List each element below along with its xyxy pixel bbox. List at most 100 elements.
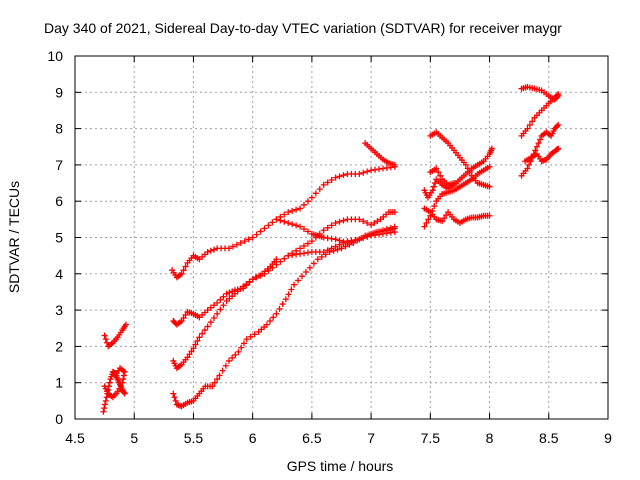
data-point: [102, 336, 109, 343]
data-point: [300, 226, 307, 233]
data-point: [304, 198, 311, 205]
data-point: [253, 231, 260, 238]
data-point: [214, 299, 221, 306]
data-point: [229, 243, 236, 250]
data-point: [192, 341, 199, 348]
data-point: [204, 307, 211, 314]
data-point: [277, 258, 284, 265]
data-point: [554, 123, 561, 130]
data-point: [267, 317, 274, 324]
data-points: [100, 83, 562, 415]
data-point: [114, 388, 121, 395]
data-point: [318, 253, 325, 260]
data-point: [360, 169, 367, 176]
data-point: [112, 372, 119, 379]
data-point: [338, 245, 345, 252]
data-point: [316, 186, 323, 193]
data-point: [433, 165, 440, 172]
x-axis-title: GPS time / hours: [287, 458, 394, 474]
data-point: [486, 183, 493, 190]
series-track-8: [170, 256, 280, 372]
data-point: [391, 223, 398, 230]
data-point: [360, 234, 367, 241]
series-track-11: [427, 129, 493, 190]
series-track-19: [522, 145, 562, 165]
data-point: [437, 172, 444, 179]
data-point: [119, 379, 126, 386]
data-point: [334, 246, 341, 253]
x-tick-label: 5: [130, 430, 138, 446]
data-point: [240, 283, 247, 290]
data-point: [214, 310, 221, 317]
x-tick-label: 8.5: [539, 430, 559, 446]
data-point: [178, 270, 185, 277]
data-point: [533, 143, 540, 150]
data-point: [429, 187, 436, 194]
data-point: [103, 394, 110, 401]
y-tick-label: 8: [55, 121, 63, 137]
data-point: [423, 219, 430, 226]
grid-lines: [75, 56, 608, 419]
data-point: [336, 218, 343, 225]
y-tick-label: 5: [55, 230, 63, 246]
y-tick-label: 10: [47, 48, 63, 64]
y-tick-label: 2: [55, 338, 63, 354]
data-point: [320, 227, 327, 234]
data-point: [188, 348, 195, 355]
data-point: [240, 340, 247, 347]
data-point: [279, 301, 286, 308]
y-tick-label: 4: [55, 266, 63, 282]
data-point: [364, 219, 371, 226]
data-point: [281, 211, 288, 218]
data-point: [336, 241, 343, 248]
data-point: [207, 304, 214, 311]
data-point: [121, 390, 128, 397]
data-point: [219, 367, 226, 374]
data-point: [328, 222, 335, 229]
data-point: [526, 161, 533, 168]
data-point: [171, 394, 178, 401]
data-point: [288, 286, 295, 293]
series-track-4: [169, 163, 398, 281]
data-point: [220, 293, 227, 300]
data-point: [364, 168, 371, 175]
data-point: [421, 223, 428, 230]
data-point: [243, 281, 250, 288]
data-point: [340, 217, 347, 224]
data-point: [356, 236, 363, 243]
data-point: [555, 145, 562, 152]
data-point: [204, 249, 211, 256]
series-track-17: [518, 91, 562, 139]
data-point: [431, 203, 438, 210]
data-point: [285, 209, 292, 216]
data-point: [249, 276, 256, 283]
data-point: [217, 296, 224, 303]
data-point: [324, 247, 331, 254]
data-point: [186, 351, 193, 358]
data-point: [304, 228, 311, 235]
data-point: [120, 376, 127, 383]
data-point: [102, 401, 109, 408]
data-point: [441, 215, 448, 222]
y-tick-label: 7: [55, 157, 63, 173]
data-point: [427, 212, 434, 219]
data-point: [391, 161, 398, 168]
data-point: [524, 125, 531, 132]
data-point: [297, 245, 304, 252]
data-point: [328, 177, 335, 184]
data-point: [182, 311, 189, 318]
data-point: [281, 255, 288, 262]
data-point: [269, 219, 276, 226]
data-point: [182, 263, 189, 270]
data-point: [276, 305, 283, 312]
data-point: [273, 216, 280, 223]
data-point: [289, 207, 296, 214]
data-point: [332, 174, 339, 181]
data-point: [310, 260, 317, 267]
x-tick-label: 4.5: [65, 430, 85, 446]
data-point: [190, 345, 197, 352]
data-point: [277, 217, 284, 224]
data-point: [462, 161, 469, 168]
data-point: [184, 354, 191, 361]
data-point: [332, 243, 339, 250]
